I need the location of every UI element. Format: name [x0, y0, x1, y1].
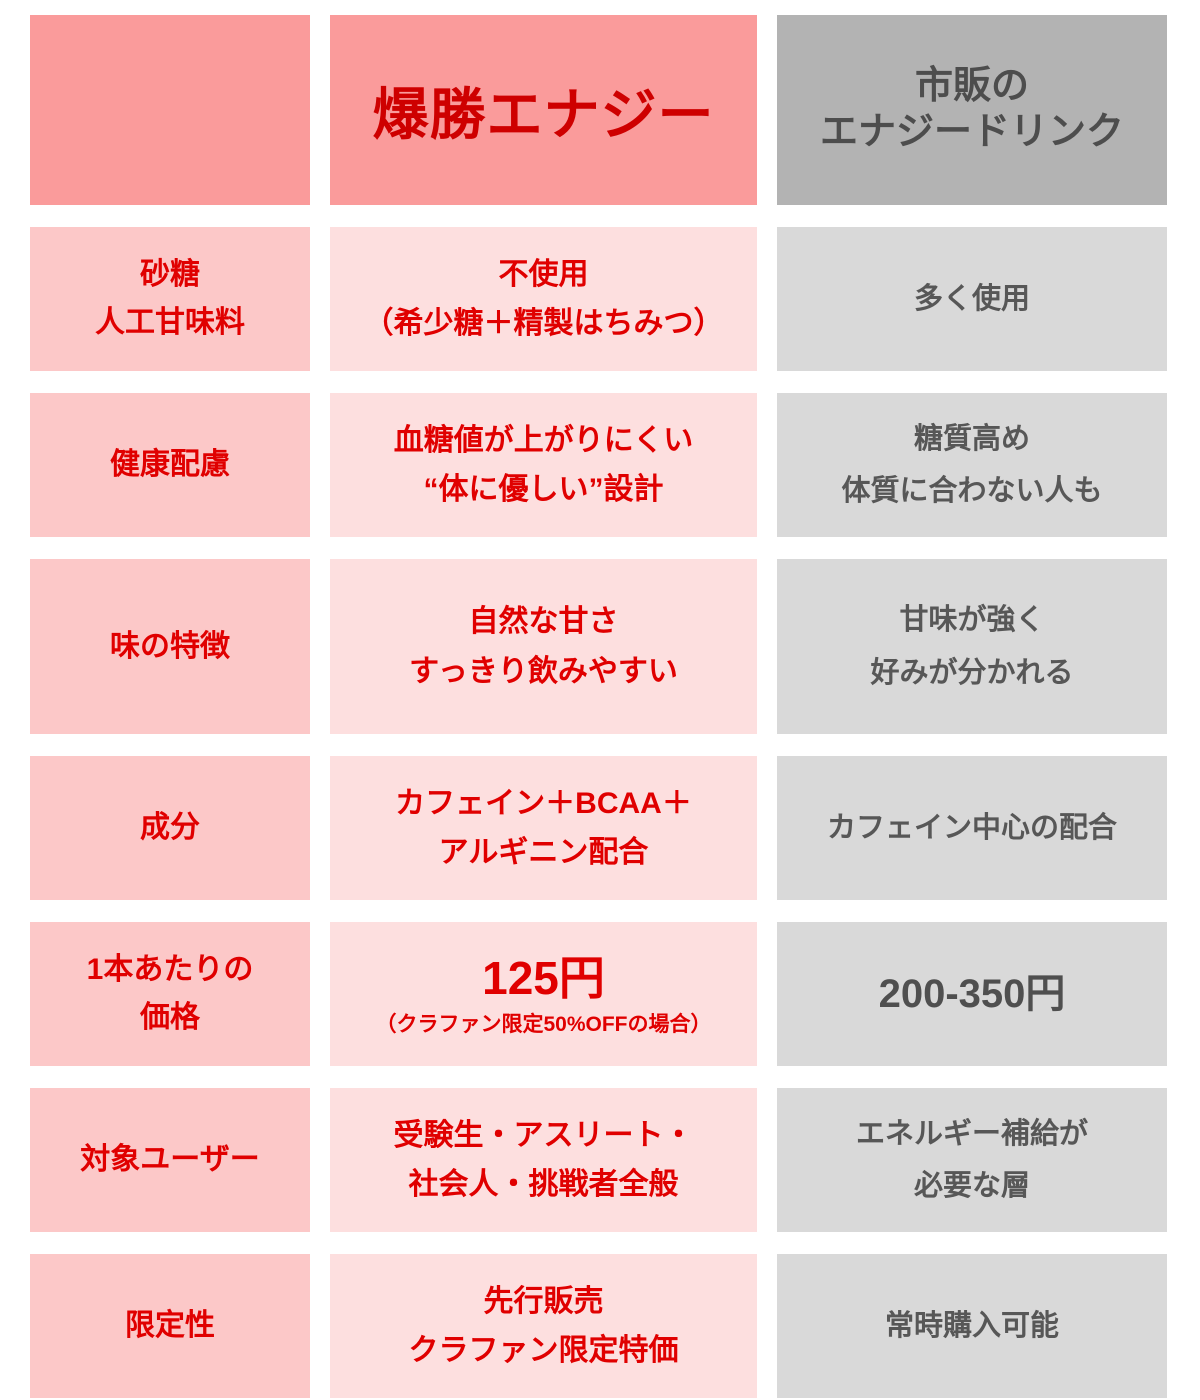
row-label-line: 対象ユーザー — [80, 1143, 260, 1176]
table-row-health: 健康配慮 血糖値が上がりにくい “体に優しい”設計 糖質高め 体質に合わない人も — [30, 393, 1170, 537]
product-price-value: 125円 — [482, 952, 605, 1005]
row-label-cell: 1本あたりの 価格 — [30, 922, 310, 1066]
competitor-value-line: 甘味が強く — [899, 604, 1045, 637]
row-label-cell: 健康配慮 — [30, 393, 310, 537]
row-label-line: 価格 — [140, 1001, 200, 1034]
table-header-row: 爆勝エナジー 市販の エナジードリンク — [30, 15, 1170, 205]
competitor-value-line: 多く使用 — [913, 282, 1030, 315]
product-price-note: （クラファン限定50%OFFの場合） — [375, 1013, 712, 1037]
competitor-value-line: 常時購入可能 — [884, 1309, 1059, 1342]
row-label-line: 人工甘味料 — [95, 306, 245, 339]
product-value-cell: 受験生・アスリート・ 社会人・挑戦者全般 — [330, 1088, 757, 1232]
competitor-value-line: 必要な層 — [913, 1170, 1030, 1202]
row-label-cell: 砂糖 人工甘味料 — [30, 227, 310, 371]
table-row-ingredients: 成分 カフェイン＋BCAA＋ アルギニン配合 カフェイン中心の配合 — [30, 756, 1170, 900]
product-value-line: 受験生・アスリート・ — [393, 1118, 694, 1152]
row-label-line: 健康配慮 — [110, 448, 230, 481]
table-row-target-users: 対象ユーザー 受験生・アスリート・ 社会人・挑戦者全般 エネルギー補給が 必要な… — [30, 1088, 1170, 1232]
product-value-cell: 血糖値が上がりにくい “体に優しい”設計 — [330, 393, 757, 537]
row-label-cell: 限定性 — [30, 1254, 310, 1398]
product-value-line: （希少糖＋精製はちみつ） — [363, 307, 724, 340]
product-value-line: アルギニン配合 — [438, 836, 649, 869]
product-value-cell: 不使用 （希少糖＋精製はちみつ） — [330, 227, 757, 371]
table-row-taste: 味の特徴 自然な甘さ すっきり飲みやすい 甘味が強く 好みが分かれる — [30, 559, 1170, 734]
product-value-line: 先行販売 — [483, 1284, 604, 1318]
row-label-line: 限定性 — [125, 1309, 215, 1342]
row-label-line: 1本あたりの — [86, 953, 254, 986]
competitor-value-line: カフェイン中心の配合 — [826, 811, 1117, 844]
product-value-line: 自然な甘さ — [468, 605, 619, 638]
competitor-value-line: 体質に合わない人も — [841, 475, 1103, 507]
header-blank-cell — [30, 15, 310, 205]
product-value-line: クラファン限定特価 — [408, 1334, 679, 1367]
product-title: 爆勝エナジー — [372, 82, 715, 146]
competitor-price-cell: 200-350円 — [777, 922, 1167, 1066]
competitor-value-cell: 甘味が強く 好みが分かれる — [777, 559, 1167, 734]
competitor-value-cell: 糖質高め 体質に合わない人も — [777, 393, 1167, 537]
row-label-line: 味の特徴 — [110, 629, 230, 663]
competitor-value-line: 糖質高め — [913, 422, 1030, 455]
product-value-line: すっきり飲みやすい — [409, 654, 678, 688]
product-value-cell: 先行販売 クラファン限定特価 — [330, 1254, 757, 1398]
row-label-line: 砂糖 — [140, 258, 200, 291]
table-row-exclusivity: 限定性 先行販売 クラファン限定特価 常時購入可能 — [30, 1254, 1170, 1398]
product-value-cell: 自然な甘さ すっきり飲みやすい — [330, 559, 757, 734]
product-value-line: 不使用 — [498, 257, 589, 291]
product-value-line: カフェイン＋BCAA＋ — [395, 786, 692, 820]
row-label-cell: 成分 — [30, 756, 310, 900]
product-value-line: “体に優しい”設計 — [423, 473, 664, 506]
header-competitor-cell: 市販の エナジードリンク — [777, 15, 1167, 205]
product-value-line: 血糖値が上がりにくい — [393, 423, 694, 457]
competitor-value-line: 好みが分かれる — [870, 656, 1074, 689]
header-product-cell: 爆勝エナジー — [330, 15, 757, 205]
competitor-value-cell: カフェイン中心の配合 — [777, 756, 1167, 900]
table-row-sugar: 砂糖 人工甘味料 不使用 （希少糖＋精製はちみつ） 多く使用 — [30, 227, 1170, 371]
competitor-price-value: 200-350円 — [878, 972, 1066, 1016]
product-value-cell: カフェイン＋BCAA＋ アルギニン配合 — [330, 756, 757, 900]
product-price-cell: 125円 （クラファン限定50%OFFの場合） — [330, 922, 757, 1066]
table-row-price: 1本あたりの 価格 125円 （クラファン限定50%OFFの場合） 200-35… — [30, 922, 1170, 1066]
competitor-value-cell: 多く使用 — [777, 227, 1167, 371]
competitor-value-cell: 常時購入可能 — [777, 1254, 1167, 1398]
row-label-line: 成分 — [140, 811, 200, 844]
row-label-cell: 味の特徴 — [30, 559, 310, 734]
competitor-value-line: エネルギー補給が — [855, 1117, 1088, 1150]
competitor-title-line: エナジードリンク — [819, 111, 1124, 153]
competitor-value-cell: エネルギー補給が 必要な層 — [777, 1088, 1167, 1232]
product-value-line: 社会人・挑戦者全般 — [408, 1168, 679, 1201]
row-label-cell: 対象ユーザー — [30, 1088, 310, 1232]
competitor-title-line: 市販の — [914, 65, 1029, 108]
